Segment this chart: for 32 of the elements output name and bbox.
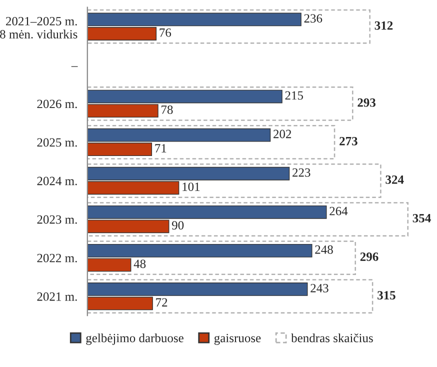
legend-label: gaisruose xyxy=(214,334,261,345)
data-label: 248 xyxy=(315,245,333,254)
data-label: 76 xyxy=(160,28,172,37)
y-tick-label: 2026 m. xyxy=(37,100,77,108)
data-label: 48 xyxy=(134,260,146,268)
data-label: 293 xyxy=(358,98,376,107)
data-label: 243 xyxy=(310,284,328,292)
y-tick-label: 2021 m. xyxy=(37,292,77,301)
data-label: 312 xyxy=(374,21,393,30)
y-tick-label: 2023 m. xyxy=(37,215,77,224)
data-label: 264 xyxy=(330,206,348,216)
y-tick-label: 2021–2025 m. 8 mėn. vidurkis xyxy=(0,16,78,39)
y-tick-label: 2025 m. xyxy=(37,138,77,147)
data-label: 296 xyxy=(360,252,378,261)
data-label: 215 xyxy=(285,91,304,100)
data-label: 223 xyxy=(292,168,310,177)
legend-label: gelbėjimo darbuose xyxy=(86,333,184,345)
y-tick-label: – xyxy=(71,66,78,67)
data-label: 315 xyxy=(378,291,396,300)
data-label: 354 xyxy=(412,214,431,222)
data-label: 90 xyxy=(172,221,184,230)
data-label: 236 xyxy=(304,14,322,23)
y-tick-label: 2022 m. xyxy=(37,254,77,262)
legend-label: bendras skaičius xyxy=(291,333,373,342)
y-tick-label: 2024 m. xyxy=(37,176,77,186)
data-label: 273 xyxy=(340,136,358,146)
data-label: 202 xyxy=(274,130,292,138)
data-label: 78 xyxy=(162,106,173,114)
data-label: 101 xyxy=(182,182,200,192)
data-label: 324 xyxy=(386,175,404,184)
data-label: 71 xyxy=(155,144,166,152)
data-label: 72 xyxy=(156,298,168,306)
